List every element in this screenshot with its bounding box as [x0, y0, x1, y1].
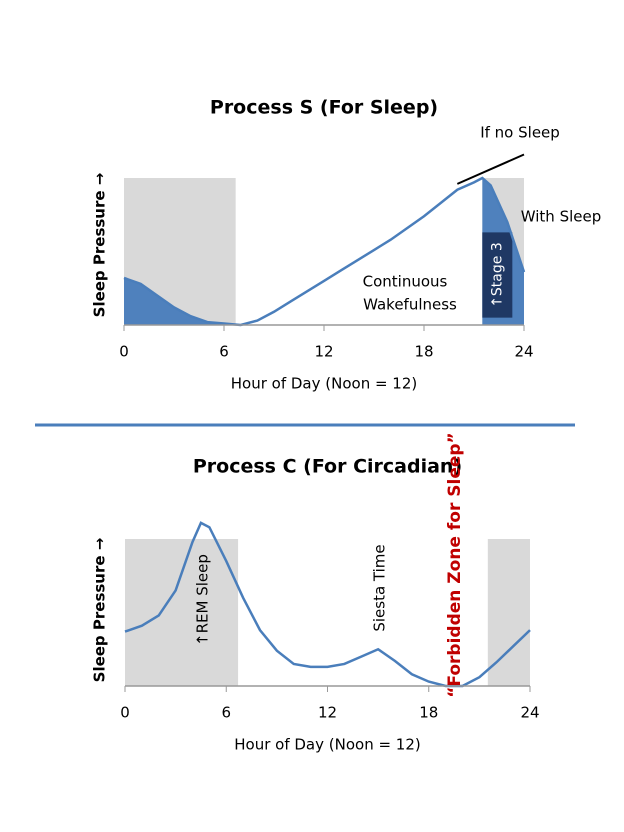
- annotation: ↑REM Sleep: [194, 554, 212, 646]
- x-tick-label: 18: [419, 704, 438, 722]
- annotation: Continuous: [363, 273, 448, 291]
- annotation: Siesta Time: [371, 544, 389, 631]
- x-axis-label: Hour of Day (Noon = 12): [234, 736, 421, 754]
- chart-title: Process C (For Circadian): [193, 456, 462, 478]
- annotation: With Sleep: [521, 208, 602, 226]
- no-sleep-line: [456, 153, 525, 185]
- x-tick-label: 24: [520, 704, 539, 722]
- shaded-region: [487, 539, 530, 686]
- chart-title: Process S (For Sleep): [210, 97, 438, 119]
- x-tick-label: 6: [221, 704, 231, 722]
- y-axis-label: Sleep Pressure →: [91, 173, 109, 318]
- shaded-region: [125, 539, 239, 686]
- x-tick-label: 24: [514, 343, 533, 361]
- y-axis-label: Sleep Pressure →: [91, 538, 109, 683]
- annotation: Wakefulness: [363, 296, 457, 314]
- annotation: If no Sleep: [480, 124, 560, 142]
- x-tick-label: 18: [414, 343, 433, 361]
- curve: [123, 176, 526, 327]
- stage-box: [482, 232, 513, 318]
- x-tick-label: 0: [120, 704, 130, 722]
- stage-label: ↑Stage 3: [489, 242, 505, 308]
- x-tick-label: 6: [219, 343, 229, 361]
- x-tick-label: 12: [314, 343, 333, 361]
- x-axis-label: Hour of Day (Noon = 12): [231, 375, 418, 393]
- x-tick-label: 12: [318, 704, 337, 722]
- annotation: “Forbidden Zone for Sleep”: [445, 432, 465, 697]
- x-tick-label: 0: [119, 343, 129, 361]
